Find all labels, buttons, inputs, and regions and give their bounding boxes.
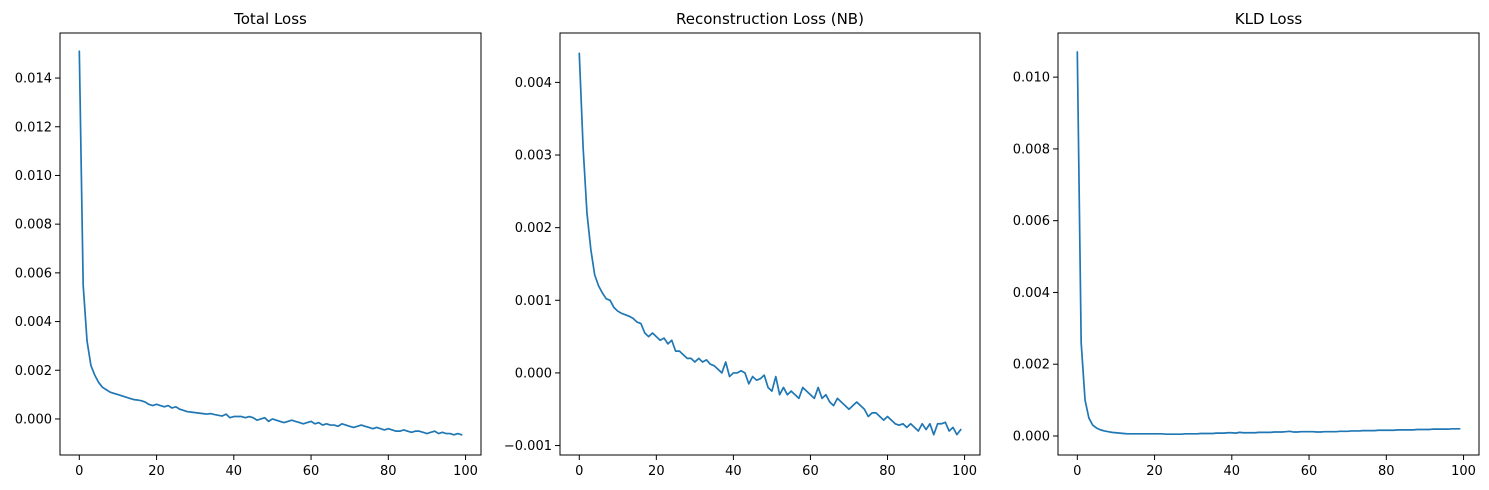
y-tick-label: 0.014	[15, 72, 52, 87]
x-tick-label: 40	[226, 464, 243, 479]
y-tick-label: 0.010	[15, 169, 52, 184]
chart-title: Total Loss	[233, 10, 307, 28]
y-tick-label: 0.006	[1013, 214, 1050, 229]
chart-panel-2: Reconstruction Loss (NB) 0 20 40 60 80 100 −0.0…	[504, 10, 981, 479]
axes-frame	[559, 32, 981, 456]
x-tick-label: 80	[879, 464, 896, 479]
y-tick-label: 0.006	[15, 266, 52, 281]
x-tick-label: 80	[380, 464, 397, 479]
chart-title: Reconstruction Loss (NB)	[676, 10, 864, 28]
x-tick-label: 20	[148, 464, 165, 479]
y-tick-label: 0.004	[515, 76, 552, 91]
y-tick-label: 0.000	[515, 366, 552, 381]
x-tick-label: 40	[1224, 464, 1241, 479]
y-tick-label: 0.000	[1013, 429, 1050, 444]
x-tick-label: 20	[648, 464, 665, 479]
axes-frame	[1057, 32, 1480, 456]
y-tick-label: 0.012	[15, 120, 52, 135]
x-tick-label: 60	[1301, 464, 1318, 479]
y-tick-label: 0.004	[1013, 286, 1050, 301]
chart-title: KLD Loss	[1235, 10, 1303, 28]
series-line	[1076, 51, 1461, 436]
y-tick-label: 0.002	[515, 221, 552, 236]
x-tick-label: 100	[1451, 464, 1476, 479]
x-tick-label: 60	[802, 464, 819, 479]
y-tick-label: 0.004	[15, 315, 52, 330]
y-tick-label: 0.008	[15, 218, 52, 233]
y-tick-label: −0.001	[504, 439, 552, 454]
y-tick-label: 0.002	[1013, 358, 1050, 373]
x-tick-label: 0	[1073, 464, 1081, 479]
y-tick-label: 0.010	[1013, 71, 1050, 86]
x-tick-label: 0	[75, 464, 83, 479]
x-tick-label: 20	[1146, 464, 1163, 479]
y-tick-label: 0.000	[15, 412, 52, 427]
series-line	[78, 50, 463, 436]
series-line	[578, 52, 962, 436]
x-tick-label: 100	[952, 464, 977, 479]
y-tick-label: 0.002	[15, 364, 52, 379]
y-tick-label: 0.001	[515, 294, 552, 309]
x-tick-label: 0	[575, 464, 583, 479]
y-tick-label: 0.003	[515, 149, 552, 164]
chart-panel-3: KLD Loss 0 20 40 60 80 100 0.000 0.002 0.004 0.006…	[1013, 10, 1480, 479]
x-tick-label: 40	[725, 464, 742, 479]
x-tick-label: 60	[303, 464, 320, 479]
x-tick-label: 100	[453, 464, 478, 479]
axes-frame	[59, 32, 482, 456]
y-tick-label: 0.008	[1013, 142, 1050, 157]
x-tick-label: 80	[1378, 464, 1395, 479]
chart-panel-1: Total Loss 0 20 40 60 80 100 0.000 0.002 0.004 0.0…	[15, 10, 482, 479]
